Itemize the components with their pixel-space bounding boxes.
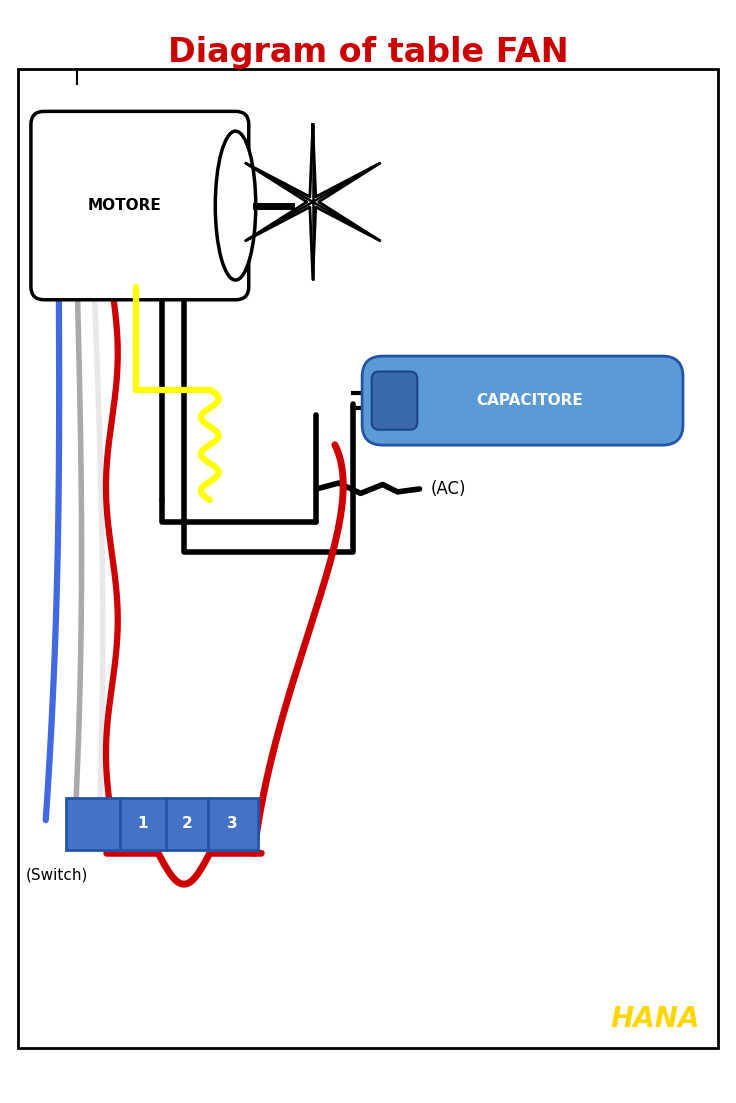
Text: 3: 3: [227, 816, 238, 832]
FancyBboxPatch shape: [362, 356, 683, 446]
Text: (AC): (AC): [431, 480, 466, 497]
Bar: [66, 799, 258, 849]
Text: Diagram of table FAN: Diagram of table FAN: [168, 36, 568, 69]
Text: HANA: HANA: [610, 1005, 700, 1032]
Text: CAPACITORE: CAPACITORE: [476, 393, 584, 408]
FancyBboxPatch shape: [372, 372, 417, 430]
Text: (Switch): (Switch): [26, 868, 88, 882]
Text: 1: 1: [138, 816, 148, 832]
Text: 2: 2: [181, 816, 192, 832]
Text: MOTORE: MOTORE: [88, 199, 161, 213]
FancyBboxPatch shape: [31, 111, 249, 300]
Ellipse shape: [216, 131, 256, 280]
